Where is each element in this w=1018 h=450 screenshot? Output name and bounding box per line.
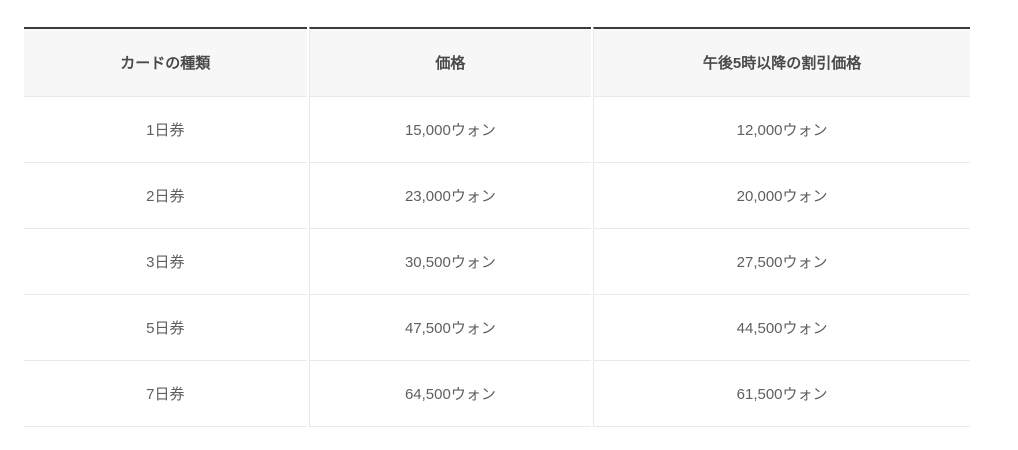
column-header-discount-price-after-5pm: 午後5時以降の割引価格 [593,27,970,97]
cell-price: 15,000ウォン [308,97,592,163]
cell-card-type: 5日券 [24,295,307,361]
table-row: 5日券 47,500ウォン 44,500ウォン [24,295,970,361]
table-row: 7日券 64,500ウォン 61,500ウォン [24,361,970,427]
cell-card-type: 1日券 [24,97,307,163]
pricing-table: カードの種類 価格 午後5時以降の割引価格 1日券 15,000ウォン 12,0… [22,27,972,427]
cell-price: 30,500ウォン [308,229,592,295]
cell-discount-price: 20,000ウォン [593,163,970,229]
table-row: 3日券 30,500ウォン 27,500ウォン [24,229,970,295]
table-row: 1日券 15,000ウォン 12,000ウォン [24,97,970,163]
column-header-card-type: カードの種類 [24,27,307,97]
cell-card-type: 3日券 [24,229,307,295]
cell-card-type: 2日券 [24,163,307,229]
cell-discount-price: 44,500ウォン [593,295,970,361]
cell-price: 64,500ウォン [308,361,592,427]
cell-discount-price: 61,500ウォン [593,361,970,427]
column-header-price: 価格 [308,27,592,97]
cell-discount-price: 27,500ウォン [593,229,970,295]
cell-price: 47,500ウォン [308,295,592,361]
cell-discount-price: 12,000ウォン [593,97,970,163]
cell-price: 23,000ウォン [308,163,592,229]
table-row: 2日券 23,000ウォン 20,000ウォン [24,163,970,229]
table-header-row: カードの種類 価格 午後5時以降の割引価格 [24,27,970,97]
cell-card-type: 7日券 [24,361,307,427]
